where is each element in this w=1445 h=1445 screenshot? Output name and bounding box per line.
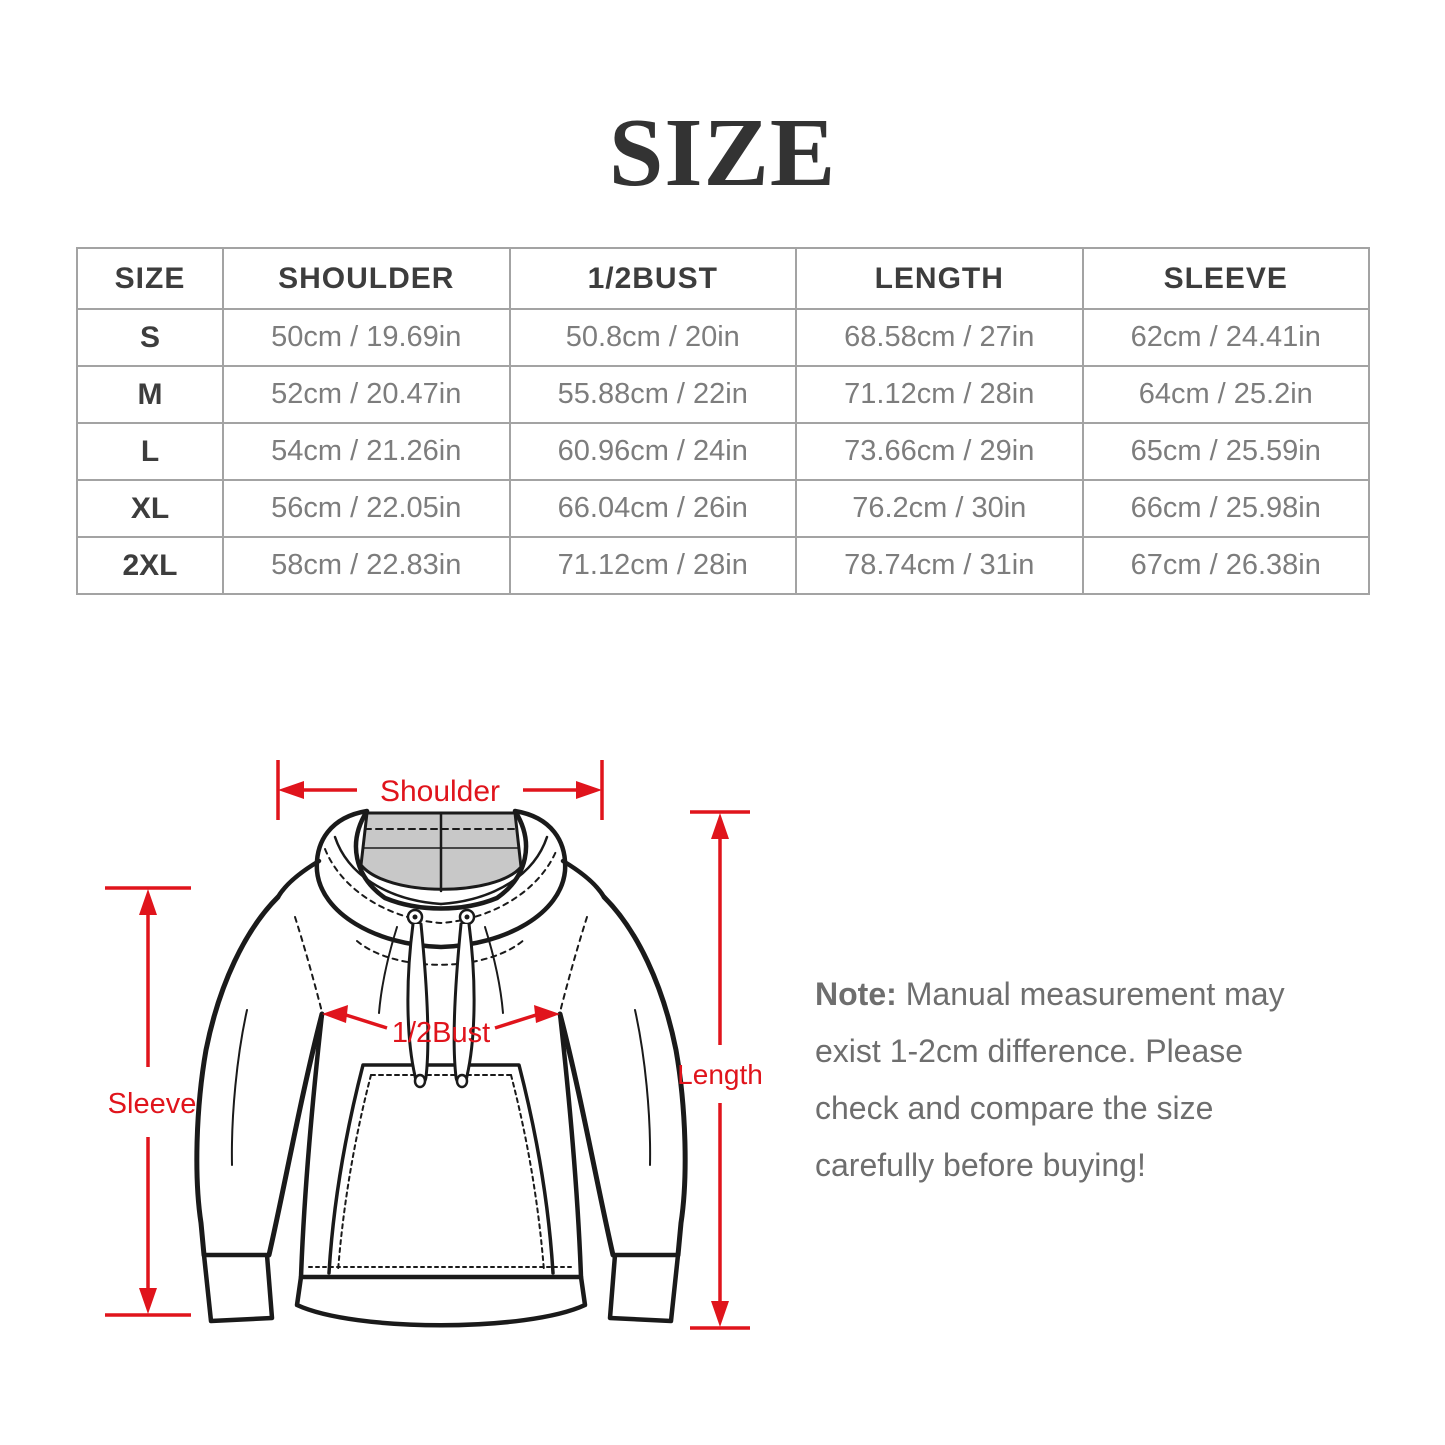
bust-value: 71.12cm / 28in: [508, 536, 797, 595]
note-text-line: Manual measurement may: [905, 976, 1285, 1012]
note-label: Note:: [815, 976, 897, 1012]
table-header-row: SIZE SHOULDER 1/2BUST LENGTH SLEEVE: [76, 247, 1370, 310]
length-arrow: Length: [677, 810, 763, 1330]
bust-arrow: 1/2Bust: [322, 1005, 560, 1049]
shoulder-arrow: Shoulder: [276, 760, 604, 820]
length-value: 71.12cm / 28in: [795, 365, 1084, 424]
column-header-sleeve: SLEEVE: [1081, 247, 1370, 310]
sleeve-arrow: Sleeve: [105, 886, 197, 1317]
shoulder-value: 56cm / 22.05in: [222, 479, 511, 538]
measurement-arrows: Shoulder Sleeve 1/2Bust Length: [105, 760, 763, 1330]
length-value: 76.2cm / 30in: [795, 479, 1084, 538]
table-row: L 54cm / 21.26in 60.96cm / 24in 73.66cm …: [76, 422, 1370, 481]
pocket-outline: [327, 1063, 555, 1275]
column-header-size: SIZE: [76, 247, 224, 310]
length-value: 73.66cm / 29in: [795, 422, 1084, 481]
table-row: S 50cm / 19.69in 50.8cm / 20in 68.58cm /…: [76, 308, 1370, 367]
size-label: S: [76, 308, 224, 367]
table-row: M 52cm / 20.47in 55.88cm / 22in 71.12cm …: [76, 365, 1370, 424]
shoulder-arrow-label: Shoulder: [380, 775, 500, 808]
length-arrow-label: Length: [677, 1059, 763, 1090]
sleeve-value: 66cm / 25.98in: [1081, 479, 1370, 538]
size-label: M: [76, 365, 224, 424]
hem-band: [294, 1274, 588, 1328]
note-text-line: exist 1-2cm difference. Please: [815, 1033, 1244, 1069]
table-row: 2XL 58cm / 22.83in 71.12cm / 28in 78.74c…: [76, 536, 1370, 595]
size-label: XL: [76, 479, 224, 538]
size-label: 2XL: [76, 536, 224, 595]
shoulder-value: 58cm / 22.83in: [222, 536, 511, 595]
bust-value: 60.96cm / 24in: [508, 422, 797, 481]
shoulder-value: 50cm / 19.69in: [222, 308, 511, 367]
hoodie-measurement-diagram: Shoulder Sleeve 1/2Bust Length: [105, 760, 763, 1330]
shoulder-value: 54cm / 21.26in: [222, 422, 511, 481]
hood-collar: [314, 808, 568, 950]
size-label: L: [76, 422, 224, 481]
sleeve-value: 65cm / 25.59in: [1081, 422, 1370, 481]
length-value: 68.58cm / 27in: [795, 308, 1084, 367]
note-text-line: check and compare the size: [815, 1090, 1214, 1126]
column-header-shoulder: SHOULDER: [222, 247, 511, 310]
bust-arrow-label: 1/2Bust: [392, 1017, 490, 1049]
shoulder-value: 52cm / 20.47in: [222, 365, 511, 424]
sleeve-value: 67cm / 26.38in: [1081, 536, 1370, 595]
bust-value: 55.88cm / 22in: [508, 365, 797, 424]
column-header-length: LENGTH: [795, 247, 1084, 310]
bust-value: 50.8cm / 20in: [508, 308, 797, 367]
sleeve-value: 62cm / 24.41in: [1081, 308, 1370, 367]
page-title: SIZE: [608, 99, 837, 207]
hoodie-drawing: [194, 808, 688, 1328]
sleeve-value: 64cm / 25.2in: [1081, 365, 1370, 424]
column-header-bust: 1/2BUST: [508, 247, 797, 310]
table-row: XL 56cm / 22.05in 66.04cm / 26in 76.2cm …: [76, 479, 1370, 538]
size-chart-table: SIZE SHOULDER 1/2BUST LENGTH SLEEVE S 50…: [76, 247, 1370, 595]
bust-value: 66.04cm / 26in: [508, 479, 797, 538]
sleeve-arrow-label: Sleeve: [108, 1088, 197, 1120]
length-value: 78.74cm / 31in: [795, 536, 1084, 595]
measurement-note: Note: Manual measurement may exist 1-2cm …: [815, 966, 1285, 1194]
note-text-line: carefully before buying!: [815, 1147, 1146, 1183]
